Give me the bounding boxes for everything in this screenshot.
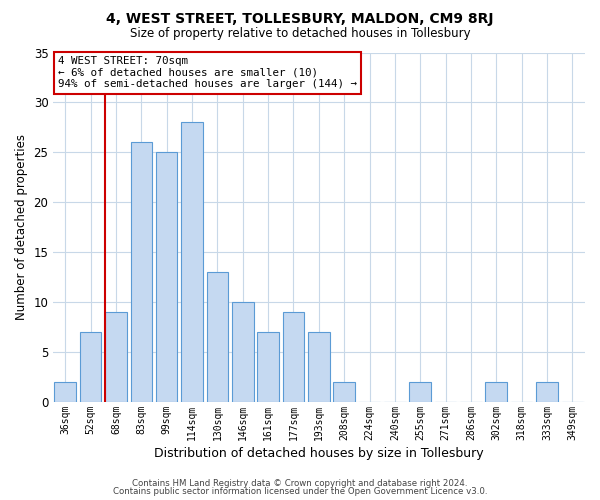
Text: Contains public sector information licensed under the Open Government Licence v3: Contains public sector information licen… (113, 487, 487, 496)
Text: 4, WEST STREET, TOLLESBURY, MALDON, CM9 8RJ: 4, WEST STREET, TOLLESBURY, MALDON, CM9 … (106, 12, 494, 26)
Bar (156, 152, 178, 402)
Bar (131, 142, 152, 402)
Bar (334, 382, 355, 402)
X-axis label: Distribution of detached houses by size in Tollesbury: Distribution of detached houses by size … (154, 447, 484, 460)
Bar (105, 312, 127, 402)
Bar (55, 382, 76, 402)
Bar (536, 382, 558, 402)
Bar (232, 302, 254, 402)
Text: Size of property relative to detached houses in Tollesbury: Size of property relative to detached ho… (130, 28, 470, 40)
Y-axis label: Number of detached properties: Number of detached properties (15, 134, 28, 320)
Text: 4 WEST STREET: 70sqm
← 6% of detached houses are smaller (10)
94% of semi-detach: 4 WEST STREET: 70sqm ← 6% of detached ho… (58, 56, 357, 89)
Bar (80, 332, 101, 402)
Bar (206, 272, 228, 402)
Bar (485, 382, 507, 402)
Bar (409, 382, 431, 402)
Text: Contains HM Land Registry data © Crown copyright and database right 2024.: Contains HM Land Registry data © Crown c… (132, 478, 468, 488)
Bar (283, 312, 304, 402)
Bar (257, 332, 279, 402)
Bar (181, 122, 203, 402)
Bar (308, 332, 329, 402)
